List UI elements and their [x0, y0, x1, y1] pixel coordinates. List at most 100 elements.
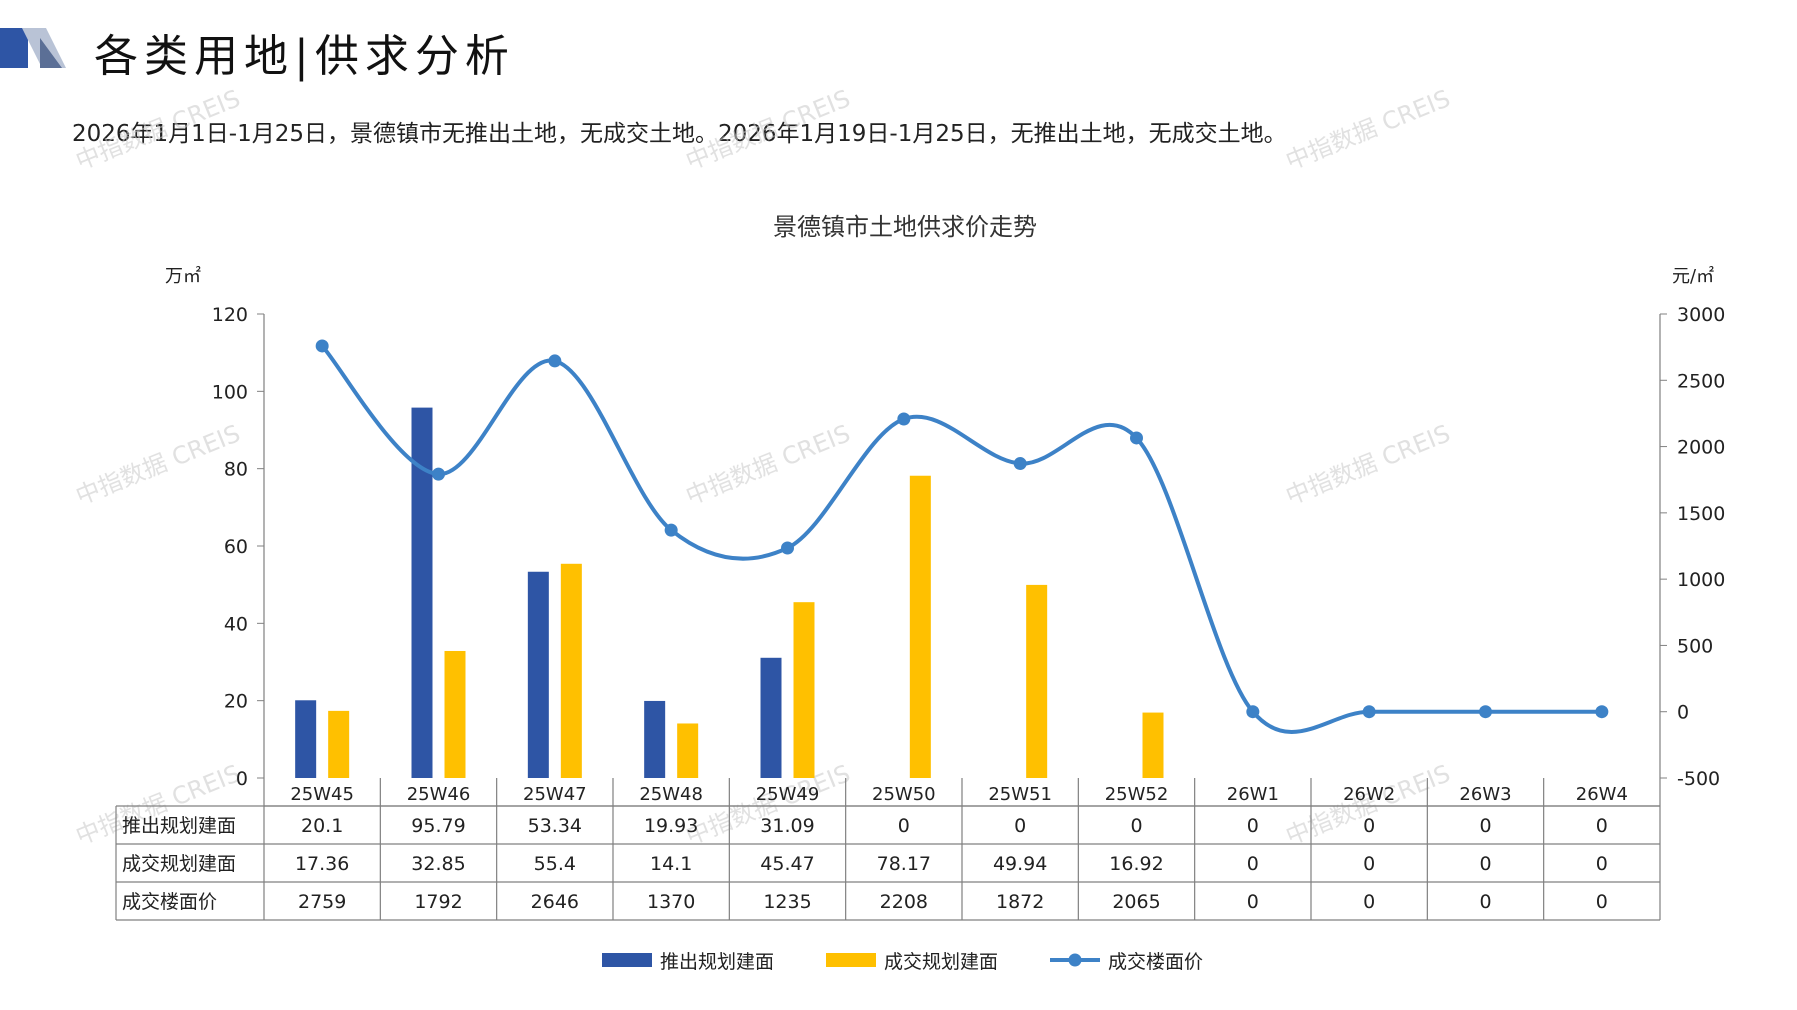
table-cell: 0 [1596, 815, 1608, 837]
price-point [1130, 431, 1143, 445]
category-label: 25W48 [639, 784, 703, 805]
left-tick-label: 60 [224, 536, 248, 558]
table-cell: 1792 [414, 891, 462, 913]
price-point [1595, 705, 1609, 719]
table-cell: 95.79 [411, 815, 465, 837]
page-title: 各类用地|供求分析 [94, 31, 515, 82]
table-cell: 49.94 [993, 853, 1047, 875]
legend-swatch-transaction [826, 953, 876, 967]
chart-legend: 推出规划建面 成交规划建面 成交楼面价 [602, 951, 1203, 973]
right-tick-label: 0 [1677, 702, 1689, 724]
supply-area-bar [760, 657, 782, 778]
table-cell: 1370 [647, 891, 695, 913]
price-point [315, 339, 329, 353]
table-cell: 2208 [880, 891, 928, 913]
right-tick-label: 2000 [1677, 437, 1725, 459]
summary-text: 2026年1月1日-1月25日，景德镇市无推出土地，无成交土地。2026年1月1… [72, 121, 1287, 147]
right-tick-label: 1000 [1677, 569, 1725, 591]
category-label: 25W46 [407, 784, 471, 805]
transaction-area-bar [677, 723, 699, 778]
chart-plot-area: 0 20 40 60 80 100 120 -500 0 500 1000 1500 2000 2500 3… [212, 304, 1726, 790]
transaction-area-bar [444, 650, 466, 778]
transaction-area-bar [1142, 712, 1164, 778]
table-cell: 0 [1596, 853, 1608, 875]
table-cell: 0 [1479, 853, 1491, 875]
supply-area-bar [295, 700, 317, 778]
left-tick-label: 80 [224, 459, 248, 481]
category-label: 25W51 [988, 784, 1052, 805]
legend-swatch-supply [602, 953, 652, 967]
table-cell: 0 [1479, 815, 1491, 837]
watermark-text: 中指数据 CREIS [72, 84, 244, 175]
left-tick-label: 120 [212, 304, 248, 326]
table-cell: 0 [1247, 853, 1259, 875]
legend-label-supply: 推出规划建面 [660, 951, 774, 973]
price-point [432, 467, 445, 481]
bar-series-group [295, 407, 1164, 778]
table-cell: 32.85 [411, 853, 465, 875]
table-row-header: 推出规划建面 [122, 815, 236, 837]
legend-swatch-price-point [1068, 953, 1082, 967]
table-row-header: 成交楼面价 [122, 891, 217, 913]
category-label: 25W49 [756, 784, 820, 805]
transaction-area-bar [560, 563, 582, 778]
category-label: 25W45 [290, 784, 354, 805]
price-line [320, 344, 1602, 734]
chart-title: 景德镇市土地供求价走势 [773, 213, 1037, 241]
price-point [1013, 457, 1027, 471]
right-tick-label: 2500 [1677, 370, 1725, 392]
table-cell: 0 [1479, 891, 1491, 913]
table-cell: 0 [898, 815, 910, 837]
header-logo-icon [0, 28, 66, 68]
right-tick-label: 3000 [1677, 304, 1725, 326]
left-tick-label: 40 [224, 613, 248, 635]
table-cell: 2065 [1112, 891, 1160, 913]
price-point [664, 523, 678, 537]
price-point [897, 412, 911, 426]
watermark-text: 中指数据 CREIS [682, 419, 854, 510]
category-label: 26W1 [1227, 784, 1279, 805]
table-cell: 14.1 [650, 853, 692, 875]
watermark-text: 中指数据 CREIS [1282, 84, 1454, 175]
table-cell: 0 [1247, 891, 1259, 913]
table-row-header: 成交规划建面 [122, 853, 236, 875]
supply-area-bar [527, 571, 549, 778]
table-cell: 53.34 [528, 815, 582, 837]
table-cell: 0 [1363, 891, 1375, 913]
line-series-group [315, 339, 1609, 734]
right-axis-unit: 元/㎡ [1672, 265, 1714, 287]
transaction-area-bar [1026, 584, 1048, 778]
table-cell: 1235 [763, 891, 811, 913]
category-label: 26W3 [1459, 784, 1511, 805]
table-cell: 0 [1130, 815, 1142, 837]
table-cell: 78.17 [877, 853, 931, 875]
left-tick-label: 0 [236, 768, 248, 790]
supply-area-bar [411, 407, 433, 778]
category-label: 26W4 [1576, 784, 1628, 805]
watermark-text: 中指数据 CREIS [72, 419, 244, 510]
category-label: 25W47 [523, 784, 587, 805]
right-tick-label: 1500 [1677, 503, 1725, 525]
table-cell: 0 [1363, 853, 1375, 875]
price-point [781, 541, 794, 555]
category-label: 25W52 [1105, 784, 1169, 805]
table-cell: 45.47 [760, 853, 814, 875]
table-cell: 0 [1014, 815, 1026, 837]
data-table: 25W45 25W46 25W47 25W48 25W49 25W50 25W51 25W52… [115, 778, 1661, 921]
table-cell: 2759 [298, 891, 346, 913]
table-cell: 16.92 [1109, 853, 1163, 875]
right-tick-label: -500 [1677, 768, 1720, 790]
price-point [1246, 705, 1260, 719]
table-cell: 0 [1247, 815, 1259, 837]
left-tick-label: 100 [212, 381, 248, 403]
table-cell: 0 [1363, 815, 1375, 837]
category-label: 25W50 [872, 784, 936, 805]
table-cell: 55.4 [534, 853, 576, 875]
watermark-text: 中指数据 CREIS [1282, 419, 1454, 510]
transaction-area-bar [793, 602, 815, 778]
table-cell: 17.36 [295, 853, 349, 875]
price-point [548, 354, 562, 368]
table-cell: 20.1 [301, 815, 343, 837]
price-point [1479, 705, 1492, 719]
